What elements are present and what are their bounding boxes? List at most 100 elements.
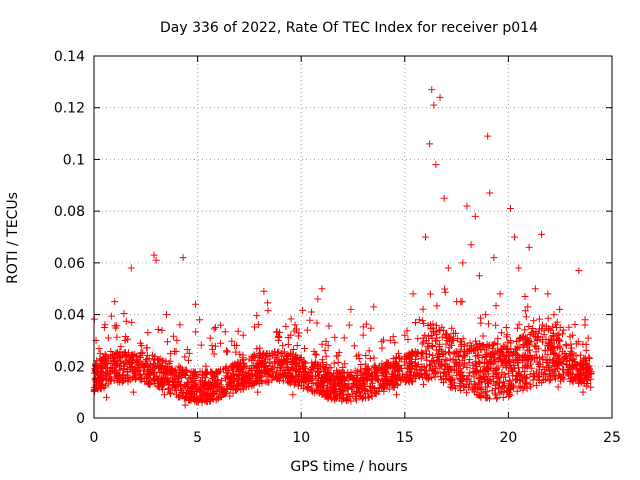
data-point-cloud: [442, 330, 450, 338]
data-point-cloud: [382, 363, 390, 371]
data-point-cloud: [421, 367, 429, 375]
data-point-cloud: [218, 386, 226, 394]
data-point-cloud: [403, 327, 411, 335]
data-point-cloud: [566, 366, 574, 374]
data-point-cloud: [567, 344, 575, 352]
data-point-cloud: [96, 378, 104, 386]
data-point-cloud: [236, 350, 244, 358]
data-point-cloud: [328, 387, 336, 395]
data-point-cloud: [322, 352, 330, 360]
data-point-cloud: [291, 353, 299, 361]
data-point-cloud: [112, 324, 120, 332]
data-point-cloud: [577, 351, 585, 359]
data-point-cloud: [404, 336, 412, 344]
data-point: [436, 93, 444, 101]
data-point: [179, 254, 187, 262]
data-point-cloud: [282, 322, 290, 330]
data-point: [490, 254, 498, 262]
data-point-cloud: [396, 354, 404, 362]
data-point-cloud: [497, 373, 505, 381]
data-point: [550, 311, 558, 319]
data-point-cloud: [452, 362, 460, 370]
data-point-cloud: [211, 323, 219, 331]
data-point-cloud: [245, 376, 253, 384]
data-point-cloud: [513, 324, 521, 332]
data-point-cloud: [473, 391, 481, 399]
data-point-cloud: [343, 384, 351, 392]
data-point-cloud: [463, 342, 471, 350]
data-point: [426, 140, 434, 148]
data-point-cloud: [143, 359, 151, 367]
data-point-cloud: [136, 371, 144, 379]
y-tick-label: 0.06: [54, 256, 85, 272]
data-point-cloud: [122, 353, 130, 361]
data-point-cloud: [361, 386, 369, 394]
data-point-cloud: [499, 349, 507, 357]
data-point-cloud: [299, 306, 307, 314]
data-point-cloud: [292, 372, 300, 380]
data-point: [428, 86, 436, 94]
data-point-cloud: [523, 384, 531, 392]
data-point-cloud: [325, 322, 333, 330]
data-point-cloud: [162, 374, 170, 382]
data-point: [254, 388, 262, 396]
data-point: [192, 300, 200, 308]
data-point-cloud: [504, 338, 512, 346]
data-point-cloud: [305, 373, 313, 381]
data-point-cloud: [478, 354, 486, 362]
data-point-cloud: [375, 388, 383, 396]
data-point-cloud: [469, 345, 477, 353]
data-point: [196, 316, 204, 324]
data-point: [370, 303, 378, 311]
data-point-cloud: [587, 383, 595, 391]
data-point: [152, 256, 160, 264]
data-point-cloud: [575, 376, 583, 384]
data-point-cloud: [107, 375, 115, 383]
data-point-cloud: [159, 356, 167, 364]
data-point-cloud: [465, 359, 473, 367]
data-point-cloud: [514, 343, 522, 351]
data-point-cloud: [321, 346, 329, 354]
data-point-cloud: [190, 374, 198, 382]
data-point-cloud: [297, 381, 305, 389]
data-point-cloud: [239, 385, 247, 393]
data-point-cloud: [471, 385, 479, 393]
data-point-cloud: [556, 305, 564, 313]
data-point: [202, 362, 210, 370]
data-point-cloud: [511, 345, 519, 353]
data-point-cloud: [271, 350, 279, 358]
data-point-cloud: [134, 366, 142, 374]
data-point-cloud: [297, 371, 305, 379]
data-point-cloud: [426, 362, 434, 370]
data-point-cloud: [530, 317, 538, 325]
data-point-cloud: [437, 376, 445, 384]
data-point-cloud: [112, 350, 120, 358]
data-point-cloud: [355, 388, 363, 396]
data-point-cloud: [428, 334, 436, 342]
data-point-cloud: [482, 370, 490, 378]
data-point-cloud: [484, 342, 492, 350]
data-point-cloud: [513, 387, 521, 395]
x-tick-label: 20: [499, 430, 517, 446]
data-point-cloud: [226, 376, 234, 384]
data-point-cloud: [583, 359, 591, 367]
data-point-cloud: [565, 372, 573, 380]
data-point-cloud: [284, 340, 292, 348]
data-point-cloud: [155, 364, 163, 372]
data-point-cloud: [214, 376, 222, 384]
data-point-cloud: [476, 359, 484, 367]
data-point-cloud: [164, 385, 172, 393]
data-point-cloud: [362, 366, 370, 374]
data-point-cloud: [410, 371, 418, 379]
data-point-cloud: [198, 383, 206, 391]
data-point-cloud: [391, 358, 399, 366]
data-point-cloud: [584, 380, 592, 388]
data-point-cloud: [294, 362, 302, 370]
data-point-cloud: [327, 375, 335, 383]
data-point-cloud: [182, 394, 190, 402]
data-point-cloud: [335, 348, 343, 356]
data-point-cloud: [505, 380, 513, 388]
data-point-cloud: [484, 364, 492, 372]
data-point-cloud: [466, 355, 474, 363]
data-point-cloud: [244, 370, 252, 378]
